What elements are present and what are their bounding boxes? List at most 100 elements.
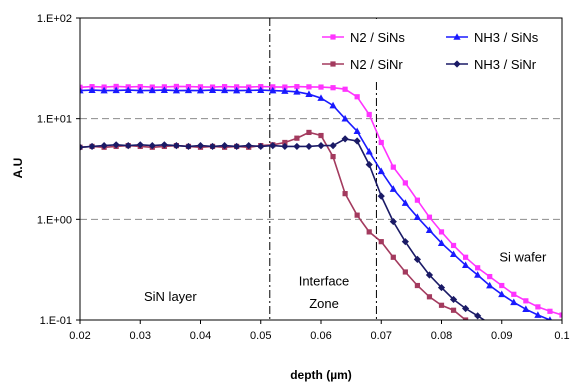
data-point — [426, 294, 433, 300]
legend-marker — [330, 61, 336, 67]
data-point — [330, 153, 336, 160]
data-point — [257, 142, 265, 151]
data-point — [378, 139, 384, 146]
data-point — [136, 86, 144, 94]
data-point — [366, 229, 372, 235]
legend-item-4: NH3 / SiNr — [446, 57, 537, 72]
x-tick-label: 0.04 — [190, 330, 211, 342]
data-point — [365, 160, 373, 169]
data-point — [511, 291, 517, 297]
annotations: SiN layer Interface Zone Si wafer — [144, 249, 547, 310]
legend: N2 / SiNs NH3 / SiNs N2 / SiNr NH3 / SiNr — [314, 19, 561, 81]
data-point — [245, 86, 253, 94]
data-point — [317, 142, 325, 150]
series-3 — [80, 129, 469, 320]
data-point — [499, 282, 505, 289]
data-point — [463, 317, 469, 320]
legend-label: NH3 / SiNr — [474, 57, 537, 72]
data-point — [365, 147, 373, 155]
data-point — [293, 142, 301, 151]
data-point — [462, 261, 470, 269]
data-point — [88, 86, 96, 93]
data-point — [281, 142, 289, 151]
x-tick-label: 0.07 — [371, 330, 392, 342]
legend-label: N2 / SiNr — [350, 57, 403, 72]
legend-marker — [330, 34, 336, 40]
data-point — [282, 139, 288, 146]
y-tick-label: 1.E+00 — [37, 214, 72, 226]
data-point — [426, 214, 433, 220]
data-point — [559, 312, 562, 318]
data-point — [341, 114, 349, 122]
data-point — [317, 94, 325, 101]
data-point — [354, 212, 360, 218]
data-point — [389, 217, 397, 226]
data-point — [257, 86, 265, 93]
data-point — [329, 101, 337, 109]
data-point — [390, 164, 396, 170]
data-point — [389, 185, 397, 192]
legend-marker — [453, 33, 461, 40]
legend-item-2: NH3 / SiNs — [446, 30, 539, 45]
data-point — [486, 320, 493, 327]
data-point — [294, 135, 300, 141]
data-point — [402, 180, 408, 186]
data-point — [184, 142, 193, 151]
x-axis-ticks: 0.02 0.03 0.04 0.05 0.06 0.07 0.08 0.09 0.1 — [69, 320, 570, 342]
annotation-label: SiN layer — [144, 289, 197, 304]
data-point — [353, 127, 361, 135]
data-point — [318, 132, 324, 139]
data-point — [172, 86, 180, 94]
data-point — [124, 142, 132, 150]
data-point — [80, 84, 83, 90]
data-point — [378, 239, 384, 245]
data-point — [148, 86, 156, 94]
data-point — [474, 312, 482, 320]
data-point — [402, 269, 408, 275]
annotation-label: Zone — [309, 296, 339, 311]
x-tick-label: 0.02 — [69, 330, 90, 342]
data-point — [498, 290, 506, 298]
data-point — [184, 86, 193, 94]
data-point — [269, 142, 277, 150]
data-point — [80, 143, 84, 151]
data-point — [208, 142, 217, 151]
data-point — [294, 84, 300, 90]
data-point — [534, 311, 542, 318]
annotation-label: Interface — [299, 274, 350, 289]
grid-layer — [80, 118, 562, 220]
data-point — [88, 142, 96, 151]
data-point — [172, 142, 180, 150]
data-point — [341, 135, 349, 143]
series-layer — [80, 83, 562, 327]
data-point — [269, 86, 277, 94]
data-point — [449, 295, 458, 304]
data-point — [221, 142, 229, 150]
data-point — [414, 282, 420, 289]
data-point — [390, 254, 396, 260]
data-point — [475, 265, 481, 271]
y-axis-ticks: 1.E-01 1.E+00 1.E+01 1.E+02 — [37, 13, 80, 327]
data-point — [474, 271, 482, 278]
data-point — [354, 94, 360, 100]
legend-background — [314, 19, 561, 81]
y-tick-label: 1.E-01 — [40, 315, 72, 327]
data-point — [510, 298, 518, 306]
data-point — [112, 86, 120, 94]
data-point — [306, 129, 312, 136]
data-point — [401, 199, 409, 206]
data-point — [112, 141, 120, 149]
data-point — [438, 302, 445, 308]
data-point — [148, 142, 156, 150]
data-point — [377, 167, 385, 175]
x-tick-label: 0.05 — [250, 330, 271, 342]
data-point — [463, 254, 469, 260]
data-point — [535, 304, 541, 310]
data-point — [306, 84, 312, 90]
data-point — [196, 142, 205, 150]
data-point — [353, 137, 361, 145]
data-point — [173, 83, 179, 90]
data-point — [425, 226, 434, 233]
data-point — [318, 84, 324, 90]
x-tick-label: 0.1 — [554, 330, 569, 342]
